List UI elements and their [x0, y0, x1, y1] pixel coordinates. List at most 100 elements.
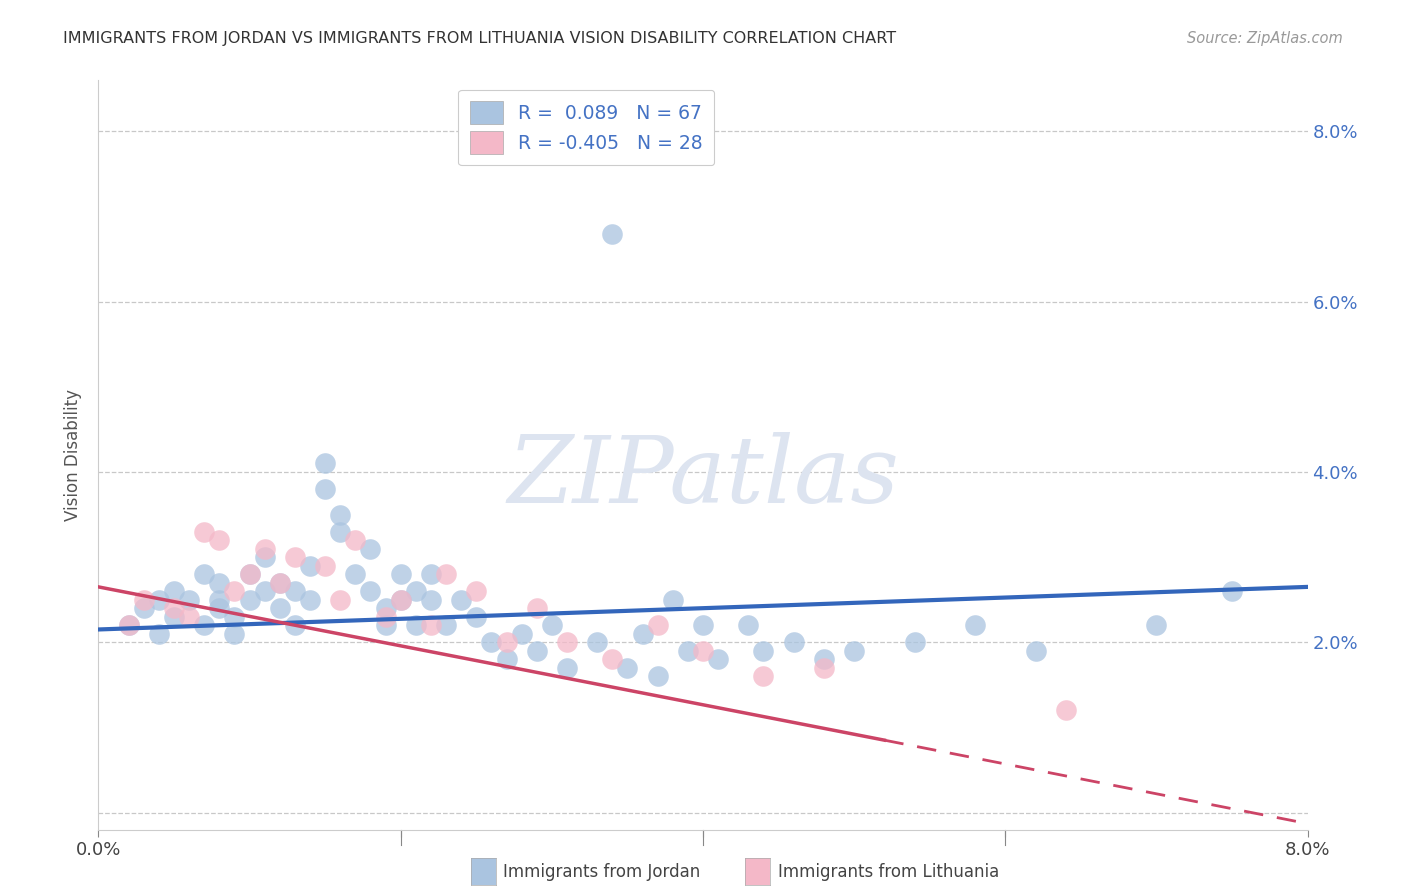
- Point: [481, 635, 503, 649]
- Point: [692, 644, 714, 658]
- Point: [465, 584, 488, 599]
- Point: [193, 524, 215, 539]
- Point: [434, 618, 457, 632]
- Point: [1025, 644, 1047, 658]
- Point: [360, 584, 382, 599]
- Point: [269, 575, 291, 590]
- Point: [132, 601, 155, 615]
- Point: [224, 609, 246, 624]
- Point: [813, 661, 835, 675]
- Point: [420, 618, 443, 632]
- Point: [526, 601, 548, 615]
- Point: [602, 652, 624, 666]
- Point: [1054, 703, 1077, 717]
- Point: [586, 635, 609, 649]
- Point: [179, 592, 201, 607]
- Point: [405, 618, 427, 632]
- Point: [526, 644, 548, 658]
- Point: [163, 601, 186, 615]
- Point: [344, 567, 367, 582]
- Point: [434, 567, 457, 582]
- Point: [208, 533, 231, 547]
- Point: [555, 661, 578, 675]
- Point: [253, 584, 276, 599]
- Legend: R =  0.089   N = 67, R = -0.405   N = 28: R = 0.089 N = 67, R = -0.405 N = 28: [458, 90, 714, 165]
- Point: [844, 644, 866, 658]
- Point: [389, 567, 412, 582]
- Point: [752, 669, 775, 683]
- Point: [374, 609, 396, 624]
- Point: [813, 652, 835, 666]
- Point: [284, 584, 307, 599]
- Point: [495, 635, 517, 649]
- Point: [208, 592, 231, 607]
- Point: [148, 626, 170, 640]
- Point: [193, 618, 215, 632]
- Point: [224, 626, 246, 640]
- Point: [616, 661, 638, 675]
- Point: [284, 550, 307, 565]
- Point: [420, 592, 443, 607]
- Point: [118, 618, 141, 632]
- Point: [239, 567, 262, 582]
- Point: [344, 533, 367, 547]
- Point: [1220, 584, 1243, 599]
- Text: IMMIGRANTS FROM JORDAN VS IMMIGRANTS FROM LITHUANIA VISION DISABILITY CORRELATIO: IMMIGRANTS FROM JORDAN VS IMMIGRANTS FRO…: [63, 31, 897, 46]
- Point: [661, 592, 683, 607]
- Point: [389, 592, 412, 607]
- Point: [647, 669, 669, 683]
- Point: [707, 652, 730, 666]
- Point: [269, 601, 291, 615]
- Point: [752, 644, 775, 658]
- Point: [374, 601, 396, 615]
- Point: [284, 618, 307, 632]
- Point: [269, 575, 291, 590]
- Point: [737, 618, 759, 632]
- Point: [676, 644, 699, 658]
- Point: [510, 626, 533, 640]
- Point: [465, 609, 488, 624]
- Point: [163, 609, 186, 624]
- Point: [540, 618, 562, 632]
- Point: [555, 635, 578, 649]
- Point: [329, 524, 352, 539]
- Point: [208, 575, 231, 590]
- Text: Immigrants from Lithuania: Immigrants from Lithuania: [778, 863, 998, 881]
- Point: [118, 618, 141, 632]
- Text: ZIPatlas: ZIPatlas: [508, 433, 898, 523]
- Point: [329, 592, 352, 607]
- Point: [692, 618, 714, 632]
- Point: [495, 652, 517, 666]
- Point: [329, 508, 352, 522]
- Point: [360, 541, 382, 556]
- Point: [239, 592, 262, 607]
- Y-axis label: Vision Disability: Vision Disability: [65, 389, 83, 521]
- Point: [132, 592, 155, 607]
- Point: [314, 558, 336, 573]
- Point: [239, 567, 262, 582]
- Point: [179, 609, 201, 624]
- Text: Immigrants from Jordan: Immigrants from Jordan: [503, 863, 700, 881]
- Point: [208, 601, 231, 615]
- Point: [631, 626, 654, 640]
- Point: [148, 592, 170, 607]
- Point: [389, 592, 412, 607]
- Point: [420, 567, 443, 582]
- Point: [253, 541, 276, 556]
- Point: [1146, 618, 1168, 632]
- Point: [602, 227, 624, 241]
- Point: [314, 482, 336, 496]
- Point: [224, 584, 246, 599]
- Point: [193, 567, 215, 582]
- Point: [374, 618, 396, 632]
- Point: [647, 618, 669, 632]
- Point: [783, 635, 806, 649]
- Point: [965, 618, 987, 632]
- Point: [450, 592, 472, 607]
- Point: [405, 584, 427, 599]
- Text: Source: ZipAtlas.com: Source: ZipAtlas.com: [1187, 31, 1343, 46]
- Point: [904, 635, 927, 649]
- Point: [253, 550, 276, 565]
- Point: [163, 584, 186, 599]
- Point: [299, 592, 322, 607]
